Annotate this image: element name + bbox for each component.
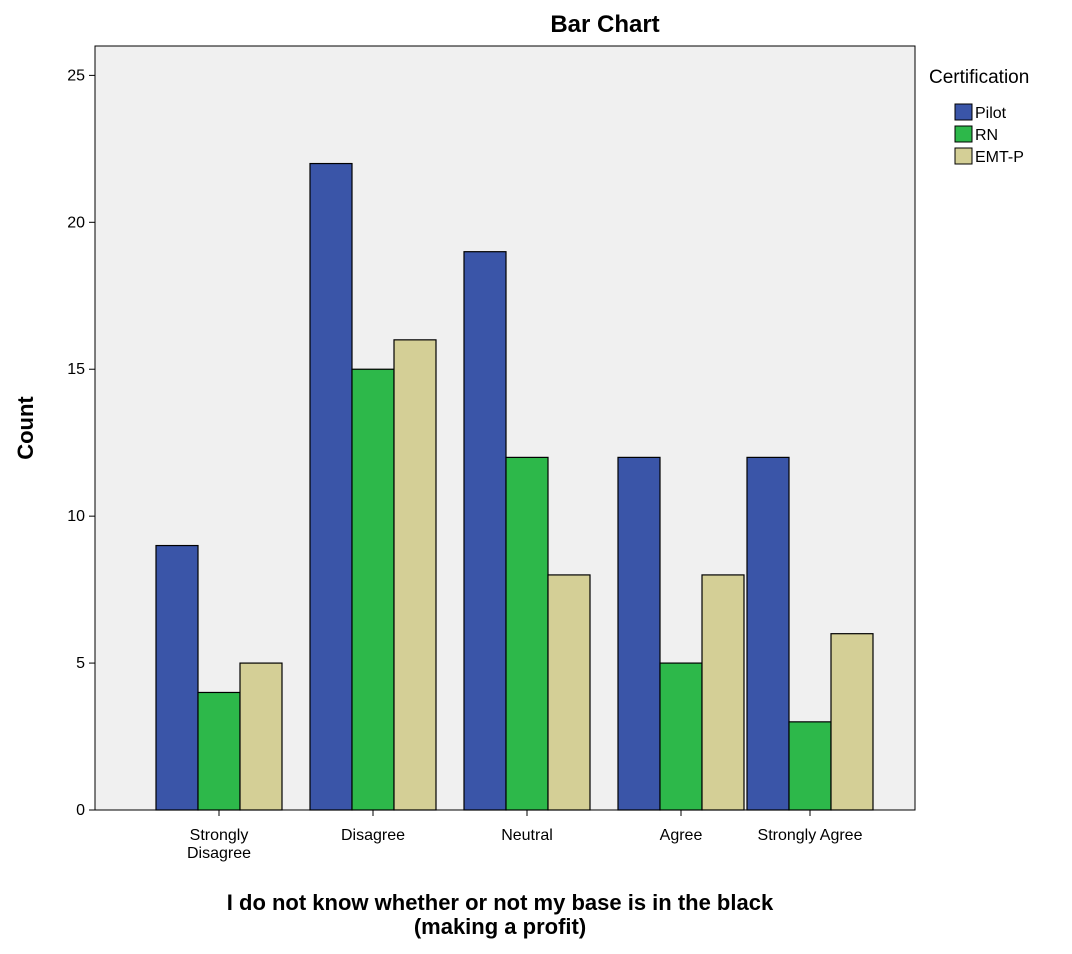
y-tick-label: 15 [67, 361, 85, 378]
bar-emt-p-strongly-disagree [239, 662, 283, 811]
y-axis: 0 5 10 15 20 25 [67, 67, 95, 819]
x-tick-label-line: Strongly [190, 827, 249, 844]
x-axis-title-line: (making a profit) [414, 914, 586, 939]
x-axis-title: I do not know whether or not my base is … [227, 890, 774, 939]
y-tick-label: 0 [76, 802, 85, 819]
x-tick-label-line: Disagree [341, 827, 405, 844]
legend: Certification Pilot RN EMT-P [929, 67, 1029, 166]
bars-group [155, 162, 874, 811]
x-tick-label-line: Strongly Agree [758, 827, 863, 844]
y-tick-label: 25 [67, 67, 85, 84]
bar-rn-disagree [351, 368, 395, 811]
bar-emt-p-agree [701, 574, 745, 811]
x-axis-title-line: I do not know whether or not my base is … [227, 890, 774, 915]
legend-label-emt-p: EMT-P [975, 149, 1024, 166]
legend-swatch-rn [954, 125, 973, 143]
legend-swatch-emt-p [954, 147, 973, 165]
legend-title: Certification [929, 67, 1029, 88]
bar-rn-neutral [505, 456, 549, 811]
bar-rn-agree [659, 662, 703, 811]
legend-label-pilot: Pilot [975, 105, 1007, 122]
y-axis-title: Count [13, 396, 38, 460]
bar-pilot-disagree [309, 162, 353, 811]
x-tick-label: Neutral [501, 827, 553, 844]
x-tick-label: Agree [660, 827, 703, 844]
bar-emt-p-disagree [393, 339, 437, 811]
x-axis-title-text: I do not know whether or not my base is … [227, 890, 774, 939]
legend-swatch-pilot [954, 103, 973, 121]
bar-pilot-neutral [463, 251, 507, 811]
y-tick-label: 5 [76, 655, 85, 672]
chart-title: Bar Chart [550, 11, 659, 38]
bar-pilot-strongly-disagree [155, 544, 199, 811]
bar-pilot-strongly-agree [746, 456, 790, 811]
y-tick-label: 20 [67, 214, 85, 231]
bar-rn-strongly-agree [788, 721, 832, 811]
bar-rn-strongly-disagree [197, 691, 241, 811]
x-tick-label: Strongly Disagree [187, 827, 251, 862]
x-tick-label: Disagree [341, 827, 405, 844]
x-tick-label-line: Disagree [187, 845, 251, 862]
legend-label-rn: RN [975, 127, 998, 144]
bar-emt-p-neutral [547, 574, 591, 811]
x-tick-label-line: Agree [660, 827, 703, 844]
bar-emt-p-strongly-agree [830, 633, 874, 811]
y-tick-label: 10 [67, 508, 85, 525]
x-tick-label-line: Neutral [501, 827, 553, 844]
bar-pilot-agree [617, 456, 661, 811]
x-tick-label: Strongly Agree [758, 827, 863, 844]
